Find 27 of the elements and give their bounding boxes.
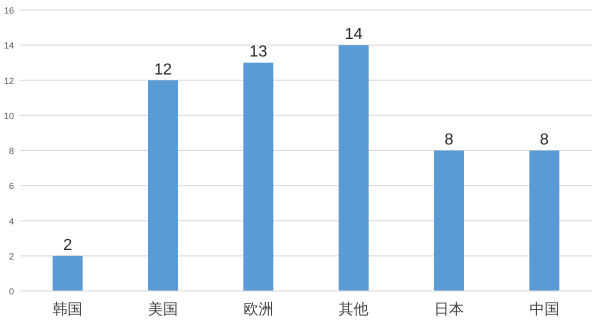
y-tick-label: 4 (8, 216, 14, 226)
bar (434, 150, 464, 291)
x-tick-label: 日本 (434, 301, 464, 318)
data-label: 8 (540, 132, 549, 148)
x-tick-label: 美国 (148, 301, 178, 318)
y-tick-label: 6 (8, 181, 14, 192)
bar (243, 62, 274, 291)
y-tick-label: 12 (4, 76, 14, 86)
x-tick-label: 欧洲 (243, 301, 274, 318)
bar (529, 150, 560, 291)
bar (52, 256, 83, 291)
y-tick-label: 0 (8, 286, 14, 296)
x-tick-label: 韩国 (52, 301, 83, 318)
y-tick-label: 8 (8, 146, 14, 156)
y-tick-label: 2 (8, 251, 14, 262)
bar (148, 80, 178, 291)
data-label: 12 (154, 61, 172, 78)
y-tick-label: 16 (4, 6, 14, 16)
bar (338, 45, 369, 291)
data-label: 14 (344, 26, 363, 44)
data-label: 2 (63, 236, 72, 254)
y-tick-label: 14 (4, 40, 14, 51)
x-tick-label: 中国 (529, 301, 560, 318)
data-label: 13 (249, 44, 268, 61)
data-label: 8 (444, 132, 454, 148)
x-tick-label: 其他 (338, 301, 369, 318)
y-tick-label: 10 (4, 110, 14, 121)
